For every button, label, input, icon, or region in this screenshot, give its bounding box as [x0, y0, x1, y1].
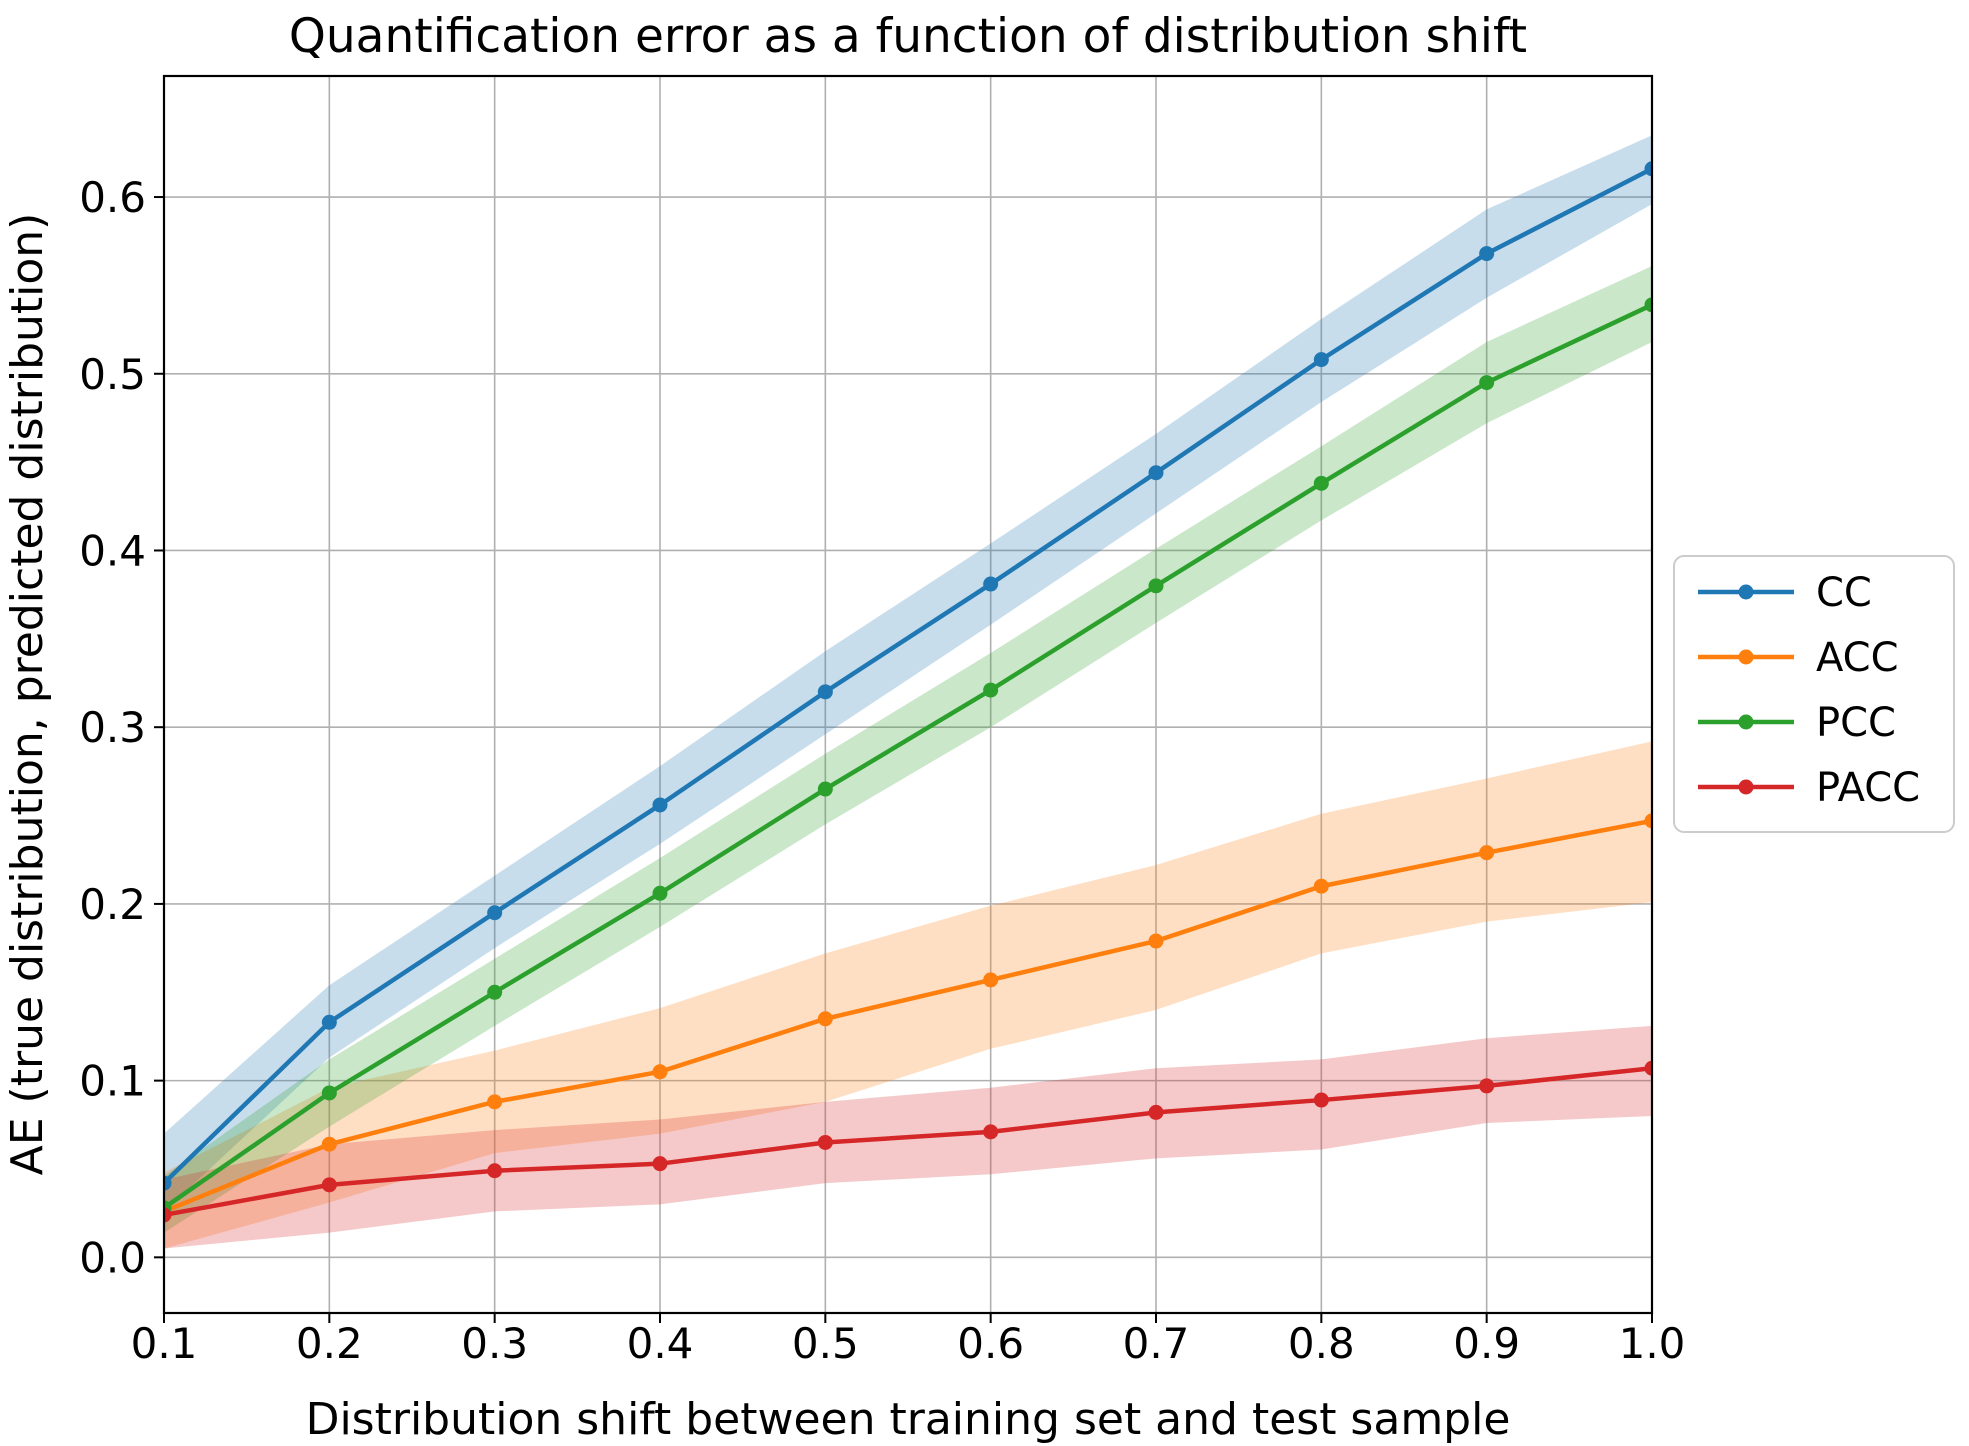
plot-area: [164, 76, 1652, 1313]
y-tick-label: 0.0: [79, 1233, 146, 1282]
x-tick-label: 0.7: [1123, 1319, 1190, 1368]
legend-entry-ACC: ACC: [1698, 635, 1899, 681]
marker-PCC: [1644, 297, 1652, 313]
legend-marker: [1738, 714, 1754, 730]
x-tick-labels: 0.1 0.2 0.3 0.4 0.5 0.6 0.7 0.8 0.9 1.0: [131, 1319, 1686, 1368]
legend-entry-PACC: PACC: [1698, 765, 1920, 811]
x-tick-label: 0.6: [957, 1319, 1024, 1368]
legend-label: ACC: [1816, 635, 1899, 681]
marker-PCC: [1148, 578, 1164, 594]
marker-CC: [983, 576, 999, 592]
marker-ACC: [1644, 813, 1652, 829]
y-tick-label: 0.6: [79, 173, 146, 222]
marker-PACC: [817, 1134, 833, 1150]
marker-PACC: [983, 1124, 999, 1140]
marker-ACC: [1313, 878, 1329, 894]
legend: CC ACC PCC PACC: [1673, 555, 1955, 833]
y-tick-label: 0.3: [79, 703, 146, 752]
legend-label: PCC: [1816, 700, 1896, 746]
x-tick-label: 0.3: [461, 1319, 528, 1368]
legend-entry-PCC: PCC: [1698, 700, 1896, 746]
legend-label: CC: [1816, 570, 1872, 616]
marker-PCC: [1313, 475, 1329, 491]
x-tick-label: 0.4: [627, 1319, 694, 1368]
line-PCC: [164, 302, 1652, 1211]
marker-PACC: [487, 1163, 503, 1179]
marker-PACC: [652, 1156, 668, 1172]
marker-CC: [817, 684, 833, 700]
series-lines: [164, 161, 1652, 1223]
y-tick-label: 0.2: [79, 880, 146, 929]
x-tick-label: 0.2: [296, 1319, 363, 1368]
marker-CC: [1479, 246, 1495, 262]
marker-PCC: [321, 1085, 337, 1101]
legend-marker: [1738, 779, 1754, 795]
marker-PCC: [817, 781, 833, 797]
marker-PACC: [1644, 1060, 1652, 1076]
marker-PCC: [983, 682, 999, 698]
axes-frame: [162, 74, 1654, 1315]
line-PACC: [164, 1066, 1652, 1218]
band-ACC: [164, 741, 1652, 1249]
x-tick-label: 0.1: [131, 1319, 198, 1368]
marker-PCC: [652, 885, 668, 901]
plot-border: [162, 74, 1654, 1315]
x-tick-label: 0.5: [792, 1319, 859, 1368]
marker-CC: [321, 1014, 337, 1030]
x-tick-label: 0.9: [1453, 1319, 1520, 1368]
marker-PACC: [1313, 1092, 1329, 1108]
legend-box: [1673, 555, 1955, 833]
legend-entry-CC: CC: [1698, 570, 1872, 616]
marker-ACC: [1148, 933, 1164, 949]
marker-PACC: [1148, 1104, 1164, 1120]
marker-ACC: [983, 972, 999, 988]
band-CC: [164, 135, 1652, 1212]
legend-marker: [1738, 584, 1754, 600]
y-tick-label: 0.5: [79, 350, 146, 399]
marker-CC: [487, 905, 503, 921]
y-tick-label: 0.4: [79, 526, 146, 575]
marker-PACC: [1479, 1078, 1495, 1094]
y-tick-labels: 0.0 0.1 0.2 0.3 0.4 0.5 0.6: [79, 173, 146, 1282]
marker-ACC: [321, 1136, 337, 1152]
axis-ticks: [154, 196, 1653, 1323]
marker-CC: [164, 1175, 172, 1191]
legend-label: PACC: [1816, 765, 1920, 811]
marker-CC: [1644, 161, 1652, 177]
chart-title: Quantification error as a function of di…: [289, 9, 1527, 64]
marker-PACC: [321, 1177, 337, 1193]
marker-ACC: [817, 1011, 833, 1027]
x-axis-label: Distribution shift between training set …: [306, 1394, 1511, 1445]
marker-ACC: [487, 1094, 503, 1110]
x-tick-label: 0.8: [1288, 1319, 1355, 1368]
marker-PCC: [487, 984, 503, 1000]
marker-CC: [652, 797, 668, 813]
marker-PCC: [1479, 375, 1495, 391]
marker-CC: [1313, 352, 1329, 368]
line-CC: [164, 166, 1652, 1186]
x-tick-label: 1.0: [1619, 1319, 1686, 1368]
y-axis-label: AE (true distribution, predicted distrib…: [2, 213, 53, 1176]
marker-CC: [1148, 465, 1164, 481]
marker-PACC: [164, 1207, 172, 1223]
marker-ACC: [1479, 845, 1495, 861]
legend-marker: [1738, 649, 1754, 665]
line-ACC: [164, 818, 1652, 1214]
marker-ACC: [652, 1064, 668, 1080]
y-tick-label: 0.1: [79, 1057, 146, 1106]
